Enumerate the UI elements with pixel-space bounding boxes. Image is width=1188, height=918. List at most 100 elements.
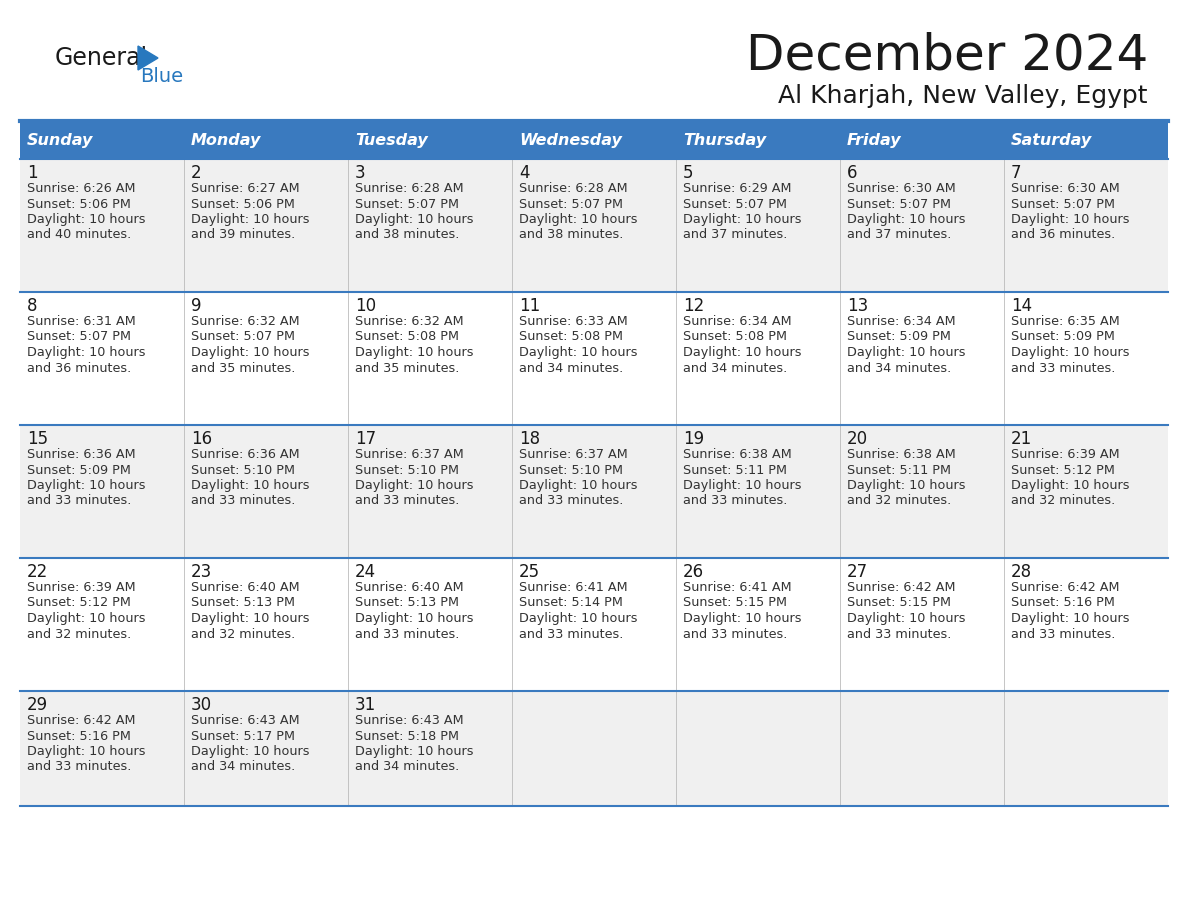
Text: 31: 31 xyxy=(355,696,377,714)
Text: 18: 18 xyxy=(519,430,541,448)
Text: Monday: Monday xyxy=(191,132,261,148)
Text: Daylight: 10 hours: Daylight: 10 hours xyxy=(191,479,310,492)
Text: Daylight: 10 hours: Daylight: 10 hours xyxy=(519,479,638,492)
Text: and 36 minutes.: and 36 minutes. xyxy=(27,362,131,375)
Text: Sunrise: 6:38 AM: Sunrise: 6:38 AM xyxy=(683,448,791,461)
Bar xyxy=(20,691,1168,806)
Text: Sunrise: 6:27 AM: Sunrise: 6:27 AM xyxy=(191,182,299,195)
Text: Sunset: 5:13 PM: Sunset: 5:13 PM xyxy=(355,597,459,610)
Text: 26: 26 xyxy=(683,563,704,581)
Text: Sunset: 5:08 PM: Sunset: 5:08 PM xyxy=(355,330,459,343)
Text: Sunset: 5:09 PM: Sunset: 5:09 PM xyxy=(1011,330,1114,343)
Text: 5: 5 xyxy=(683,164,694,182)
Text: Sunset: 5:10 PM: Sunset: 5:10 PM xyxy=(519,464,623,476)
Text: Daylight: 10 hours: Daylight: 10 hours xyxy=(683,479,802,492)
Text: 17: 17 xyxy=(355,430,377,448)
Bar xyxy=(20,121,1168,159)
Text: 7: 7 xyxy=(1011,164,1022,182)
Text: Sunrise: 6:35 AM: Sunrise: 6:35 AM xyxy=(1011,315,1120,328)
Text: Sunset: 5:07 PM: Sunset: 5:07 PM xyxy=(519,197,623,210)
Text: Daylight: 10 hours: Daylight: 10 hours xyxy=(355,479,474,492)
Text: and 36 minutes.: and 36 minutes. xyxy=(1011,229,1116,241)
Text: Sunset: 5:08 PM: Sunset: 5:08 PM xyxy=(519,330,623,343)
Text: Sunset: 5:11 PM: Sunset: 5:11 PM xyxy=(683,464,786,476)
Text: 23: 23 xyxy=(191,563,213,581)
Text: and 34 minutes.: and 34 minutes. xyxy=(847,362,952,375)
Text: Thursday: Thursday xyxy=(683,132,766,148)
Text: Sunset: 5:10 PM: Sunset: 5:10 PM xyxy=(191,464,295,476)
Text: Sunrise: 6:38 AM: Sunrise: 6:38 AM xyxy=(847,448,956,461)
Text: Daylight: 10 hours: Daylight: 10 hours xyxy=(1011,612,1130,625)
Text: and 33 minutes.: and 33 minutes. xyxy=(683,495,788,508)
Text: 20: 20 xyxy=(847,430,868,448)
Text: Daylight: 10 hours: Daylight: 10 hours xyxy=(683,612,802,625)
Text: and 33 minutes.: and 33 minutes. xyxy=(519,628,624,641)
Text: Sunset: 5:12 PM: Sunset: 5:12 PM xyxy=(27,597,131,610)
Text: Daylight: 10 hours: Daylight: 10 hours xyxy=(355,612,474,625)
Text: Sunset: 5:15 PM: Sunset: 5:15 PM xyxy=(683,597,786,610)
Text: and 33 minutes.: and 33 minutes. xyxy=(191,495,296,508)
Bar xyxy=(20,159,1168,292)
Text: Sunset: 5:06 PM: Sunset: 5:06 PM xyxy=(27,197,131,210)
Text: Sunrise: 6:40 AM: Sunrise: 6:40 AM xyxy=(191,581,299,594)
Text: and 34 minutes.: and 34 minutes. xyxy=(191,760,296,774)
Text: Sunset: 5:10 PM: Sunset: 5:10 PM xyxy=(355,464,459,476)
Text: Sunset: 5:07 PM: Sunset: 5:07 PM xyxy=(1011,197,1116,210)
Text: Daylight: 10 hours: Daylight: 10 hours xyxy=(519,612,638,625)
Text: and 40 minutes.: and 40 minutes. xyxy=(27,229,131,241)
Text: Sunset: 5:18 PM: Sunset: 5:18 PM xyxy=(355,730,459,743)
Text: Daylight: 10 hours: Daylight: 10 hours xyxy=(683,346,802,359)
Text: Sunset: 5:06 PM: Sunset: 5:06 PM xyxy=(191,197,295,210)
Text: Sunrise: 6:28 AM: Sunrise: 6:28 AM xyxy=(519,182,627,195)
Bar xyxy=(20,425,1168,558)
Text: 12: 12 xyxy=(683,297,704,315)
Text: Sunrise: 6:42 AM: Sunrise: 6:42 AM xyxy=(1011,581,1119,594)
Text: Sunset: 5:09 PM: Sunset: 5:09 PM xyxy=(847,330,950,343)
Polygon shape xyxy=(138,46,158,70)
Text: and 33 minutes.: and 33 minutes. xyxy=(27,760,132,774)
Text: Daylight: 10 hours: Daylight: 10 hours xyxy=(355,213,474,226)
Text: and 32 minutes.: and 32 minutes. xyxy=(191,628,296,641)
Text: 16: 16 xyxy=(191,430,213,448)
Text: and 33 minutes.: and 33 minutes. xyxy=(519,495,624,508)
Text: Sunrise: 6:43 AM: Sunrise: 6:43 AM xyxy=(191,714,299,727)
Text: Sunrise: 6:36 AM: Sunrise: 6:36 AM xyxy=(27,448,135,461)
Text: Daylight: 10 hours: Daylight: 10 hours xyxy=(27,745,145,758)
Text: 2: 2 xyxy=(191,164,202,182)
Text: and 32 minutes.: and 32 minutes. xyxy=(1011,495,1116,508)
Text: Sunrise: 6:30 AM: Sunrise: 6:30 AM xyxy=(1011,182,1120,195)
Text: Daylight: 10 hours: Daylight: 10 hours xyxy=(683,213,802,226)
Text: 24: 24 xyxy=(355,563,377,581)
Text: Sunset: 5:16 PM: Sunset: 5:16 PM xyxy=(1011,597,1114,610)
Text: Daylight: 10 hours: Daylight: 10 hours xyxy=(27,346,145,359)
Text: Sunset: 5:11 PM: Sunset: 5:11 PM xyxy=(847,464,952,476)
Text: Sunrise: 6:40 AM: Sunrise: 6:40 AM xyxy=(355,581,463,594)
Text: 22: 22 xyxy=(27,563,49,581)
Text: Sunset: 5:07 PM: Sunset: 5:07 PM xyxy=(847,197,952,210)
Text: Sunrise: 6:41 AM: Sunrise: 6:41 AM xyxy=(519,581,627,594)
Text: Blue: Blue xyxy=(140,66,183,85)
Text: Sunset: 5:07 PM: Sunset: 5:07 PM xyxy=(191,330,295,343)
Text: 21: 21 xyxy=(1011,430,1032,448)
Text: Sunrise: 6:39 AM: Sunrise: 6:39 AM xyxy=(27,581,135,594)
Text: Sunrise: 6:42 AM: Sunrise: 6:42 AM xyxy=(847,581,955,594)
Text: 29: 29 xyxy=(27,696,49,714)
Text: 9: 9 xyxy=(191,297,202,315)
Text: 28: 28 xyxy=(1011,563,1032,581)
Text: General: General xyxy=(55,46,148,70)
Text: Daylight: 10 hours: Daylight: 10 hours xyxy=(191,213,310,226)
Text: Sunrise: 6:31 AM: Sunrise: 6:31 AM xyxy=(27,315,135,328)
Text: Sunset: 5:12 PM: Sunset: 5:12 PM xyxy=(1011,464,1114,476)
Text: and 32 minutes.: and 32 minutes. xyxy=(847,495,952,508)
Bar xyxy=(20,292,1168,425)
Text: Sunrise: 6:26 AM: Sunrise: 6:26 AM xyxy=(27,182,135,195)
Text: Daylight: 10 hours: Daylight: 10 hours xyxy=(519,346,638,359)
Text: Daylight: 10 hours: Daylight: 10 hours xyxy=(519,213,638,226)
Text: and 33 minutes.: and 33 minutes. xyxy=(847,628,952,641)
Text: Daylight: 10 hours: Daylight: 10 hours xyxy=(355,745,474,758)
Text: 27: 27 xyxy=(847,563,868,581)
Text: and 37 minutes.: and 37 minutes. xyxy=(683,229,788,241)
Text: Sunset: 5:14 PM: Sunset: 5:14 PM xyxy=(519,597,623,610)
Text: Sunrise: 6:36 AM: Sunrise: 6:36 AM xyxy=(191,448,299,461)
Text: and 33 minutes.: and 33 minutes. xyxy=(355,628,460,641)
